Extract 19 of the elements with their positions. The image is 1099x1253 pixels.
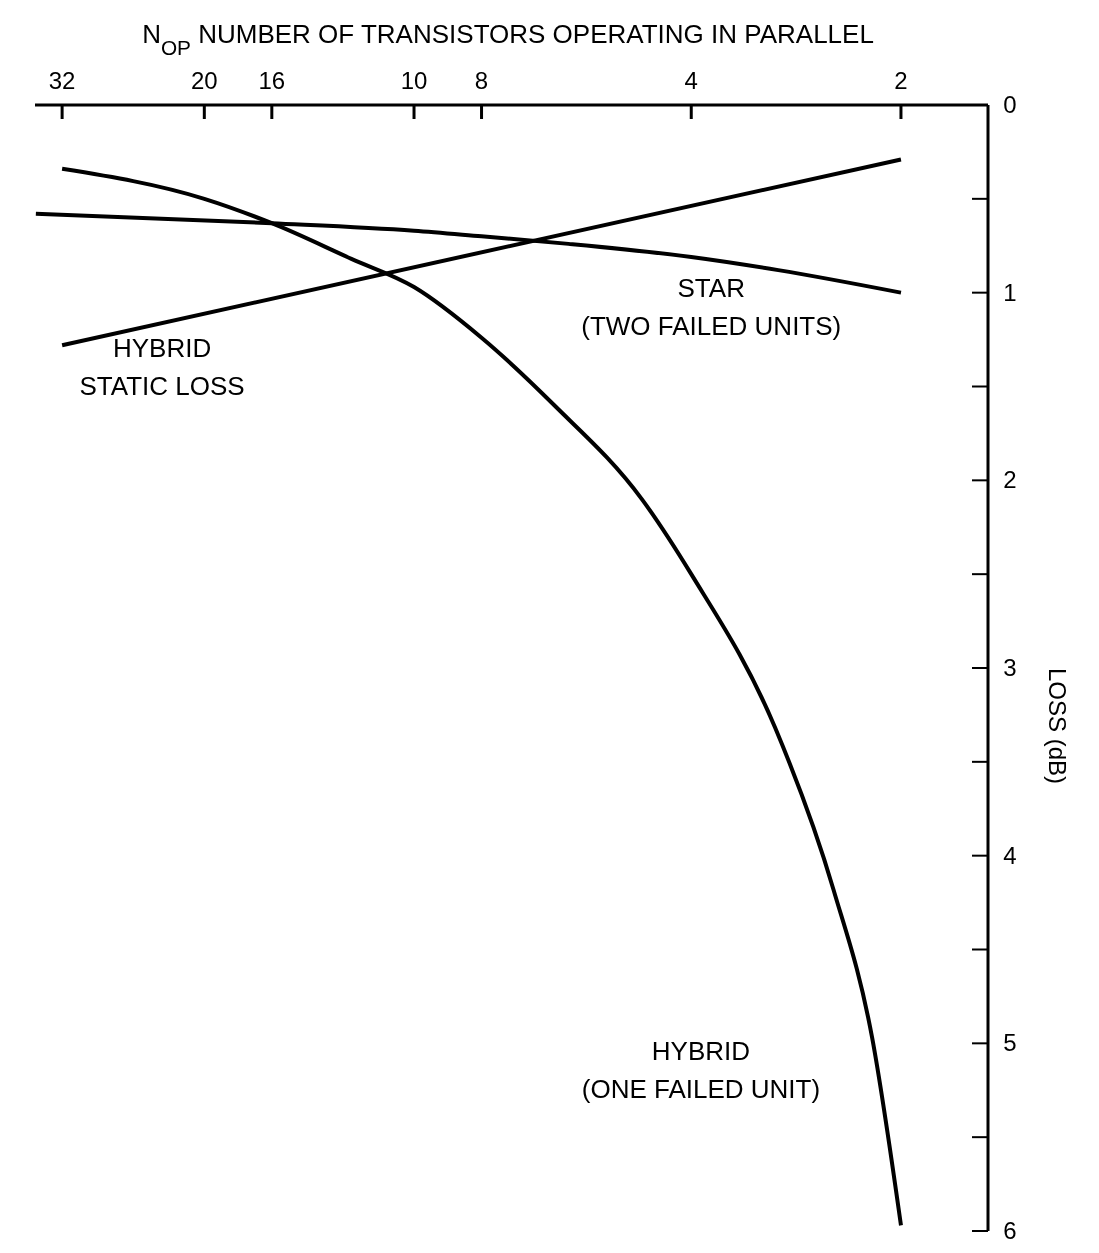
y-tick-label: 3 [1003,654,1017,681]
x-tick-label: 8 [474,67,489,94]
x-tick-label: 32 [48,67,76,94]
y-tick-label: 6 [1003,1217,1017,1244]
x-tick-label: 16 [258,67,286,94]
series-label: HYBRID (ONE FAILED UNIT) [581,1036,821,1105]
y-tick-label: 0 [1003,91,1017,118]
series-label: HYBRID STATIC LOSS [79,333,245,402]
x-tick-label: 20 [190,67,218,94]
x-tick-label: 10 [400,67,428,94]
x-tick-label: 2 [894,67,908,94]
y-axis-title: LOSS (dB) [1044,668,1072,785]
y-tick-label: 4 [1003,841,1017,869]
y-tick-label: 2 [1003,466,1017,494]
y-tick-label: 5 [1003,1029,1017,1057]
x-tick-label: 4 [684,67,698,94]
y-tick-label: 1 [1003,278,1017,306]
series-label: STAR (TWO FAILED UNITS) [581,273,842,342]
x-axis-title: N$_{OP}$ NUMBER OF TRANSISTORS OPERATING IN PARALLEL [142,19,874,59]
